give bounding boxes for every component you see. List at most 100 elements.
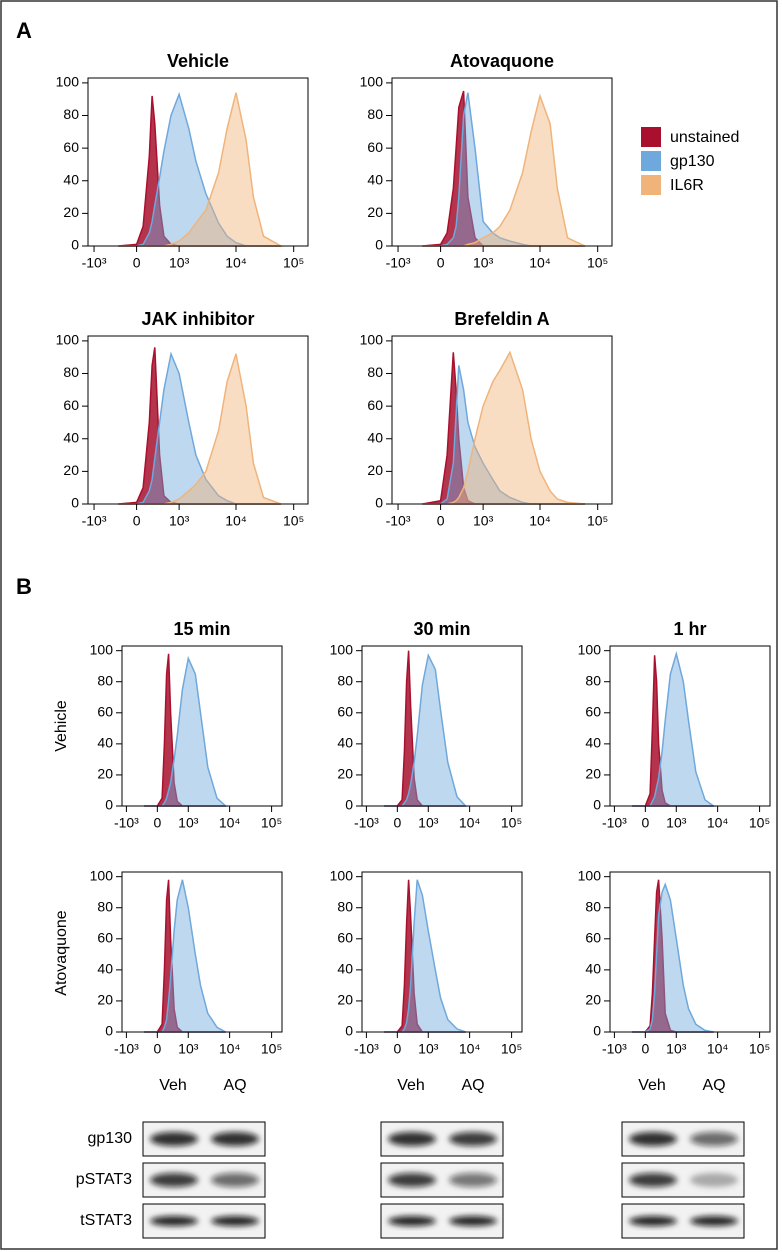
blot-band (150, 1173, 198, 1187)
x-tick-label: 0 (437, 255, 445, 271)
y-tick-label: 40 (367, 429, 383, 445)
histogram-area (384, 653, 468, 807)
y-tick-label: 40 (97, 961, 113, 977)
y-tick-label: 60 (63, 139, 79, 155)
plot-frame (361, 645, 523, 807)
chart-title: 30 min (413, 619, 470, 639)
y-tick-label: 0 (375, 495, 383, 511)
x-tick-label: 10⁵ (501, 1041, 522, 1057)
y-tick-label: 80 (63, 364, 79, 380)
y-tick-label: 100 (330, 867, 354, 883)
x-tick-label: 0 (153, 815, 161, 831)
lane-label: Veh (638, 1077, 666, 1094)
y-tick-label: 80 (337, 898, 353, 914)
lane-label: AQ (223, 1077, 246, 1094)
blot-band (449, 1173, 497, 1187)
histogram-area (632, 650, 716, 807)
y-tick-label: 100 (90, 641, 114, 657)
x-tick-label: 10⁴ (225, 513, 247, 529)
legend-swatch (641, 175, 661, 195)
y-tick-label: 100 (90, 867, 114, 883)
x-tick-label: 10⁴ (225, 255, 247, 271)
histogram-area (384, 879, 466, 1033)
blot-band (690, 1132, 738, 1146)
y-tick-label: 80 (337, 672, 353, 688)
y-tick-label: 80 (367, 106, 383, 122)
panel-label: A (16, 18, 32, 43)
y-tick-label: 0 (71, 495, 79, 511)
legend-label: unstained (670, 129, 739, 146)
histogram-area (118, 353, 282, 505)
y-tick-label: 80 (585, 672, 601, 688)
blot-band (690, 1173, 738, 1187)
y-tick-label: 100 (360, 74, 384, 90)
x-tick-label: 10⁵ (587, 255, 608, 271)
y-tick-label: 100 (578, 867, 602, 883)
chart-title: Brefeldin A (454, 309, 549, 329)
y-tick-label: 80 (63, 106, 79, 122)
y-tick-label: 60 (585, 929, 601, 945)
blot-band (388, 1173, 436, 1187)
y-tick-label: 80 (97, 898, 113, 914)
x-tick-label: 10⁵ (749, 1041, 770, 1057)
row-label: Vehicle (53, 700, 70, 752)
y-tick-label: 100 (56, 332, 80, 348)
blot-band (211, 1132, 259, 1146)
plot-frame (121, 645, 283, 807)
y-tick-label: 20 (337, 992, 353, 1008)
x-tick-label: 10³ (666, 1041, 687, 1057)
blot-band (629, 1173, 677, 1187)
y-tick-label: 0 (105, 1023, 113, 1039)
x-tick-label: 10³ (169, 513, 190, 529)
x-tick-label: 10³ (178, 815, 199, 831)
chart-title: 1 hr (673, 619, 706, 639)
histogram-area (632, 882, 714, 1033)
y-tick-label: 20 (585, 992, 601, 1008)
y-tick-label: 20 (97, 766, 113, 782)
blot-band (150, 1132, 198, 1146)
x-tick-label: 10⁵ (501, 815, 522, 831)
blot-band (449, 1216, 497, 1226)
y-tick-label: 80 (585, 898, 601, 914)
plot-frame (87, 77, 309, 247)
row-label: Atovaquone (53, 910, 70, 996)
x-tick-label: 0 (393, 815, 401, 831)
x-tick-label: 10⁵ (283, 255, 304, 271)
histogram-area (144, 655, 228, 807)
x-tick-label: 10³ (473, 255, 494, 271)
plot-frame (609, 645, 771, 807)
y-tick-label: 40 (585, 735, 601, 751)
legend-label: IL6R (670, 177, 704, 194)
y-tick-label: 0 (593, 1023, 601, 1039)
y-tick-label: 0 (345, 797, 353, 813)
x-tick-label: -10³ (354, 815, 379, 831)
blot-band (629, 1132, 677, 1146)
y-tick-label: 20 (97, 992, 113, 1008)
x-tick-label: 10⁴ (219, 815, 241, 831)
x-tick-label: 10⁴ (459, 815, 481, 831)
x-tick-label: 10⁵ (749, 815, 770, 831)
x-tick-label: 0 (393, 1041, 401, 1057)
plot-frame (609, 871, 771, 1033)
histogram-area (422, 350, 585, 505)
chart-title: Atovaquone (450, 51, 554, 71)
x-tick-label: -10³ (82, 513, 107, 529)
x-tick-label: 0 (133, 513, 141, 529)
plot-frame (391, 77, 613, 247)
y-tick-label: 20 (367, 462, 383, 478)
x-tick-label: 10³ (169, 255, 190, 271)
y-tick-label: 40 (97, 735, 113, 751)
x-tick-label: 10⁴ (707, 1041, 729, 1057)
blot-band (690, 1216, 738, 1226)
x-tick-label: 0 (641, 1041, 649, 1057)
x-tick-label: 10⁴ (529, 513, 551, 529)
y-tick-label: 60 (97, 929, 113, 945)
x-tick-label: 0 (641, 815, 649, 831)
protein-label: gp130 (88, 1130, 133, 1147)
y-tick-label: 80 (97, 672, 113, 688)
y-tick-label: 0 (593, 797, 601, 813)
legend-label: gp130 (670, 153, 715, 170)
lane-label: AQ (461, 1077, 484, 1094)
x-tick-label: 10³ (418, 815, 439, 831)
